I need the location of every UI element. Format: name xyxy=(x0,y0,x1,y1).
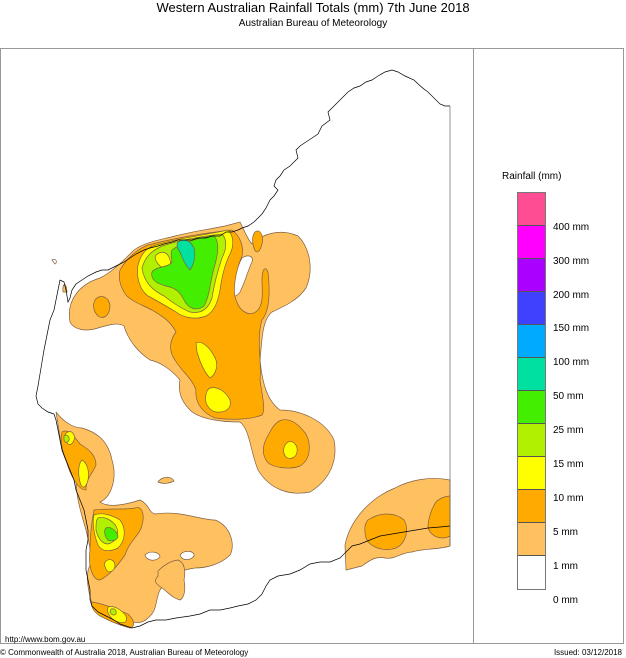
coastline xyxy=(35,69,451,629)
legend-swatch-15 xyxy=(518,424,545,457)
copyright-notice: © Commonwealth of Australia 2018, Austra… xyxy=(0,648,249,657)
legend-swatch-1 xyxy=(518,523,545,556)
map-frame xyxy=(0,48,624,644)
legend-label: 50 mm xyxy=(553,391,584,402)
legend-label: 10 mm xyxy=(553,493,584,504)
legend-label: 1 mm xyxy=(553,561,578,572)
rainfall-50mm-areas xyxy=(176,239,196,271)
rainfall-25mm-areas xyxy=(104,235,219,542)
legend-title: Rainfall (mm) xyxy=(502,171,562,182)
legend-swatch-200 xyxy=(518,259,545,292)
legend-swatch-25 xyxy=(518,391,545,424)
legend-swatch-150 xyxy=(518,292,545,325)
legend-color-bar xyxy=(517,192,546,590)
source-url[interactable]: http://www.bom.gov.au xyxy=(5,635,86,644)
legend-label: 400 mm xyxy=(553,222,590,233)
legend-label: 25 mm xyxy=(553,425,584,436)
legend-label: 15 mm xyxy=(553,459,584,470)
legend-swatch-300 xyxy=(518,226,545,259)
legend-label: 150 mm xyxy=(553,323,590,334)
legend-swatch-100 xyxy=(518,325,545,358)
legend-swatch-50 xyxy=(518,358,545,391)
legend-label: 100 mm xyxy=(553,357,590,368)
legend-swatch-0 xyxy=(518,556,545,589)
legend-label: 300 mm xyxy=(553,256,590,267)
legend-divider xyxy=(473,48,474,644)
legend-label: 0 mm xyxy=(553,595,578,606)
rainfall-map xyxy=(35,69,451,629)
legend-label: 5 mm xyxy=(553,527,578,538)
issued-date: Issued: 03/12/2018 xyxy=(553,648,622,657)
legend-swatch-10 xyxy=(518,457,545,490)
legend-swatch-5 xyxy=(518,490,545,523)
legend-label: 200 mm xyxy=(553,290,590,301)
map-subtitle: Australian Bureau of Meteorology xyxy=(238,18,388,29)
legend-swatch-400 xyxy=(518,193,545,226)
map-title: Western Australian Rainfall Totals (mm) … xyxy=(156,0,470,15)
